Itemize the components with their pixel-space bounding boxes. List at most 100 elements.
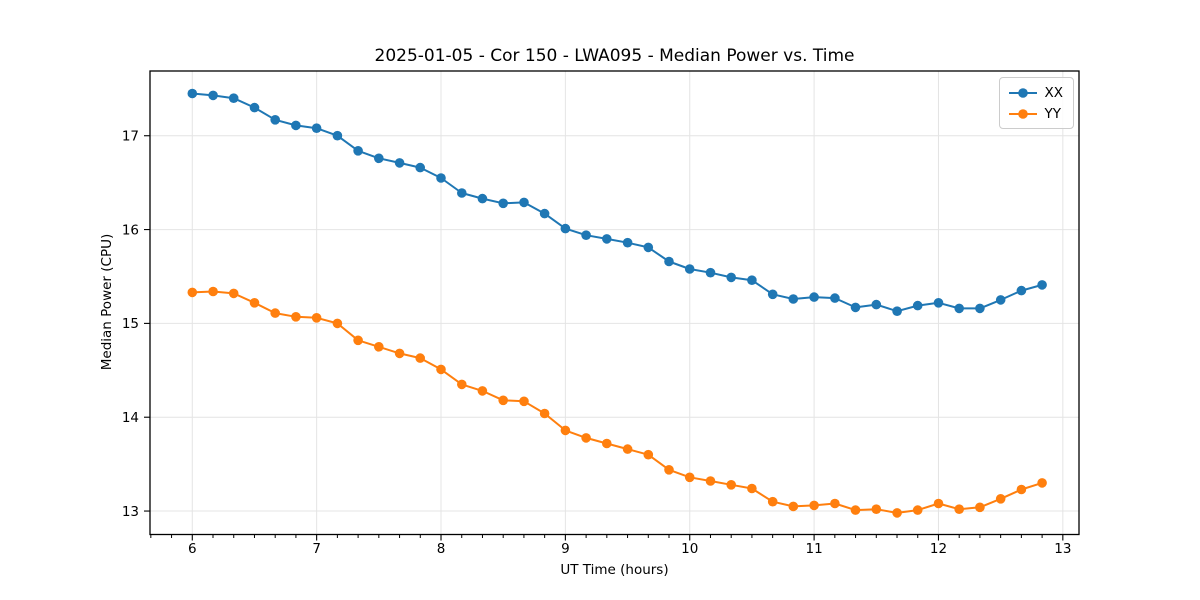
x-tick-label: 9 <box>561 541 570 557</box>
data-point-xx <box>208 90 218 101</box>
y-tick-label: 14 <box>122 410 139 426</box>
data-point-xx <box>912 300 923 311</box>
legend-label-xx: XX <box>1044 84 1064 101</box>
data-point-yy <box>415 353 426 363</box>
data-point-yy <box>871 504 882 514</box>
data-point-yy <box>830 498 840 509</box>
chart-title: 2025-01-05 - Cor 150 - LWA095 - Median P… <box>374 46 855 66</box>
data-point-xx <box>726 272 736 283</box>
data-point-xx <box>477 193 488 204</box>
data-point-yy <box>249 298 260 308</box>
data-point-yy <box>560 425 571 436</box>
data-point-xx <box>622 237 633 248</box>
data-point-yy <box>912 505 923 515</box>
data-point-yy <box>933 498 944 509</box>
data-point-xx <box>747 275 757 286</box>
x-tick-label: 10 <box>681 541 698 557</box>
y-tick-label: 15 <box>122 316 139 332</box>
data-point-yy <box>270 308 281 318</box>
data-point-xx <box>519 197 529 208</box>
data-point-xx <box>394 158 405 168</box>
data-point-yy <box>477 386 488 396</box>
data-point-yy <box>954 504 964 514</box>
data-point-yy <box>353 335 363 346</box>
data-point-xx <box>664 256 674 267</box>
data-point-yy <box>436 364 446 375</box>
data-point-yy <box>581 433 591 443</box>
x-tick-label: 11 <box>806 541 823 557</box>
data-point-yy <box>850 505 861 515</box>
data-point-xx <box>767 289 778 300</box>
data-point-xx <box>684 264 695 274</box>
data-point-xx <box>954 303 964 314</box>
data-point-yy <box>622 444 633 454</box>
data-point-yy <box>332 318 343 329</box>
y-tick-label: 13 <box>122 504 139 520</box>
data-point-yy <box>228 288 239 299</box>
data-point-yy <box>457 379 467 390</box>
data-point-xx <box>581 230 591 240</box>
data-point-xx <box>560 223 571 234</box>
data-point-xx <box>332 130 343 141</box>
data-point-yy <box>602 438 612 449</box>
data-point-yy <box>809 500 819 511</box>
data-point-yy <box>519 396 529 407</box>
x-tick-label: 12 <box>930 541 947 557</box>
data-point-xx <box>436 173 446 183</box>
data-point-xx <box>602 234 612 244</box>
data-point-xx <box>457 188 467 198</box>
data-point-xx <box>228 93 239 103</box>
series-line-yy <box>191 290 1044 514</box>
data-point-yy <box>892 508 902 518</box>
x-tick-label: 7 <box>312 541 321 557</box>
data-point-yy <box>747 483 757 494</box>
data-point-xx <box>1016 285 1027 296</box>
data-point-yy <box>187 287 198 298</box>
data-point-xx <box>1037 280 1047 290</box>
x-tick-label: 13 <box>1054 541 1071 557</box>
data-point-xx <box>270 115 281 125</box>
x-tick-label: 6 <box>188 541 197 557</box>
data-point-xx <box>975 303 985 314</box>
data-point-yy <box>643 449 654 460</box>
data-point-xx <box>830 293 840 303</box>
data-point-yy <box>1016 484 1027 495</box>
data-point-xx <box>415 162 426 173</box>
data-point-yy <box>788 501 799 512</box>
data-point-xx <box>892 306 902 317</box>
legend-item-yy: YY <box>1008 104 1064 123</box>
data-point-xx <box>311 123 322 133</box>
data-point-yy <box>539 408 550 419</box>
data-point-xx <box>705 267 716 278</box>
data-point-yy <box>394 348 405 359</box>
data-point-xx <box>933 298 944 308</box>
data-point-yy <box>995 494 1006 504</box>
legend-label-yy: YY <box>1044 105 1062 122</box>
x-tick-label: 8 <box>437 541 446 557</box>
data-point-xx <box>871 299 882 310</box>
data-point-xx <box>249 102 260 113</box>
data-point-xx <box>291 120 301 131</box>
x-axis-label: UT Time (hours) <box>560 562 669 578</box>
legend: XX YY <box>998 77 1074 129</box>
data-point-xx <box>353 146 363 156</box>
data-point-xx <box>809 292 819 302</box>
legend-item-xx: XX <box>1008 83 1064 102</box>
data-point-yy <box>311 313 322 323</box>
data-point-yy <box>498 395 509 406</box>
axes-frame <box>149 70 1080 536</box>
data-point-yy <box>374 342 384 352</box>
data-point-xx <box>850 302 861 313</box>
data-point-xx <box>788 294 799 304</box>
data-point-xx <box>498 198 509 209</box>
y-tick-label: 17 <box>122 129 139 145</box>
data-point-xx <box>995 295 1006 305</box>
data-point-yy <box>208 286 218 297</box>
data-point-yy <box>291 312 301 322</box>
data-point-yy <box>726 480 736 490</box>
data-point-xx <box>643 242 654 253</box>
data-point-xx <box>187 88 198 99</box>
data-point-yy <box>664 465 674 475</box>
